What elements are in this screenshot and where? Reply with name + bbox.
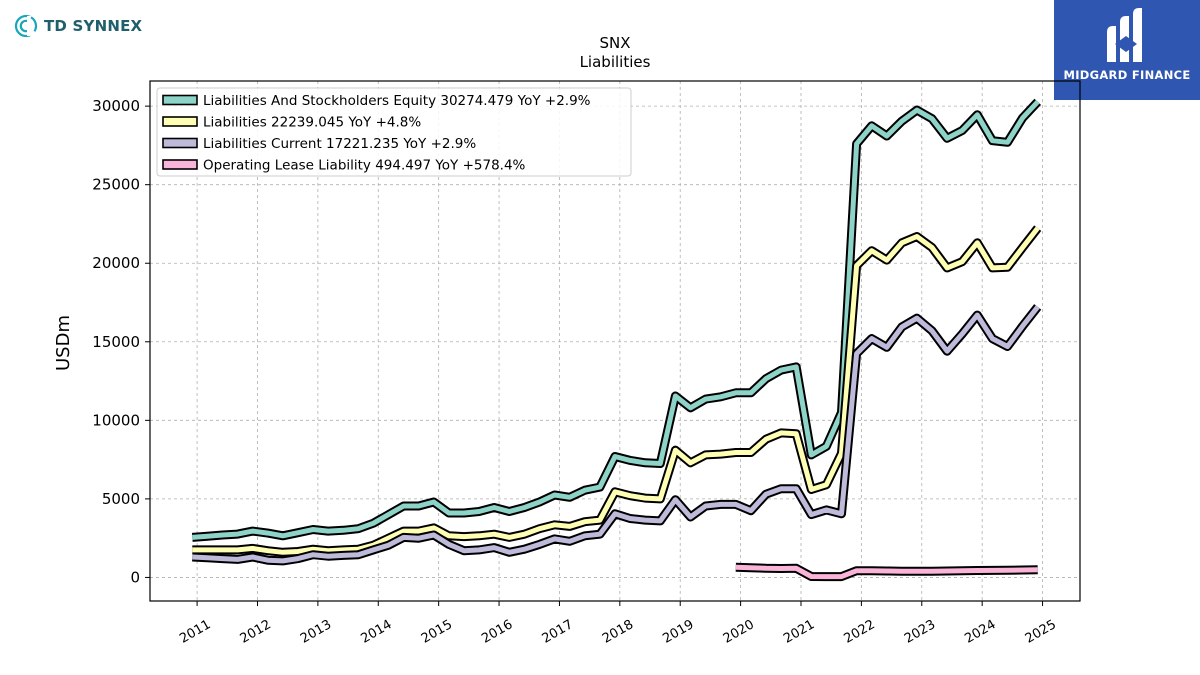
series-outline [192, 225, 1042, 557]
x-tick-label: 2019 [660, 617, 696, 647]
series-liabilities [192, 225, 1042, 557]
y-tick-label: 10000 [92, 411, 140, 429]
legend-swatch [162, 116, 198, 127]
x-tick-label: 2018 [600, 617, 636, 647]
td-synnex-logo-icon [14, 14, 38, 38]
x-tick-label: 2013 [298, 617, 334, 647]
legend-swatch [162, 94, 198, 106]
axis-ticks: 2011 2012 2013 2014 2015 2016 2017 2018 2019 2020… [92, 97, 1059, 647]
x-tick-label: 2011 [177, 617, 213, 647]
legend-box [156, 87, 632, 177]
midgard-logo-icon [1107, 8, 1142, 62]
legend-swatch [162, 159, 198, 170]
series-operating-lease-liability [735, 562, 1038, 582]
y-tick-label: 20000 [92, 254, 140, 272]
y-tick-label: 5000 [102, 490, 140, 508]
y-tick-label: 30000 [92, 97, 140, 115]
legend-item: Liabilities Current 17221.235 YoY +2.9% [162, 136, 476, 152]
legend-label: Operating Lease Liability 494.497 YoY +5… [203, 158, 526, 174]
chart-subtitle: Liabilities [580, 53, 651, 71]
x-tick-label: 2024 [962, 617, 998, 647]
y-tick-label: 0 [130, 568, 140, 586]
x-tick-label: 2012 [238, 617, 274, 647]
legend-label: Liabilities 22239.045 YoY +4.8% [203, 115, 421, 131]
x-tick-label: 2016 [479, 617, 515, 647]
y-tick-label: 25000 [92, 176, 140, 194]
series-outline [192, 304, 1042, 566]
x-tick-label: 2021 [781, 617, 817, 647]
y-axis-label: USDm [53, 315, 74, 371]
legend-swatch [162, 137, 198, 149]
series-line [192, 305, 1040, 564]
x-tick-label: 2023 [902, 617, 938, 647]
series-layer [191, 98, 1042, 582]
x-tick-label: 2025 [1023, 617, 1059, 647]
midgard-badge: MIDGARD FINANCE [1054, 0, 1200, 100]
x-tick-label: 2017 [540, 617, 576, 647]
series-liabilities-and-stockholders-equity [191, 98, 1041, 542]
brand-name: TD SYNNEX [44, 17, 143, 35]
legend-label: Liabilities And Stockholders Equity 3027… [203, 93, 591, 109]
x-tick-label: 2014 [358, 617, 394, 647]
x-tick-label: 2022 [842, 617, 878, 647]
chart-title: SNX [599, 34, 630, 52]
series-liabilities-current [192, 304, 1042, 566]
midgard-name: MIDGARD FINANCE [1063, 68, 1191, 82]
legend-item: Operating Lease Liability 494.497 YoY +5… [162, 158, 526, 174]
legend-item: Liabilities 22239.045 YoY +4.8% [162, 115, 421, 131]
x-tick-label: 2015 [419, 617, 455, 647]
legend: Liabilities And Stockholders Equity 3027… [156, 87, 632, 177]
y-tick-label: 15000 [92, 333, 140, 351]
legend-item: Liabilities And Stockholders Equity 3027… [162, 93, 591, 109]
legend-label: Liabilities Current 17221.235 YoY +2.9% [203, 136, 476, 152]
brand-logo: TD SYNNEX [14, 14, 142, 38]
series-line [192, 226, 1040, 555]
plot-frame [149, 80, 1081, 602]
x-tick-label: 2020 [721, 617, 757, 647]
